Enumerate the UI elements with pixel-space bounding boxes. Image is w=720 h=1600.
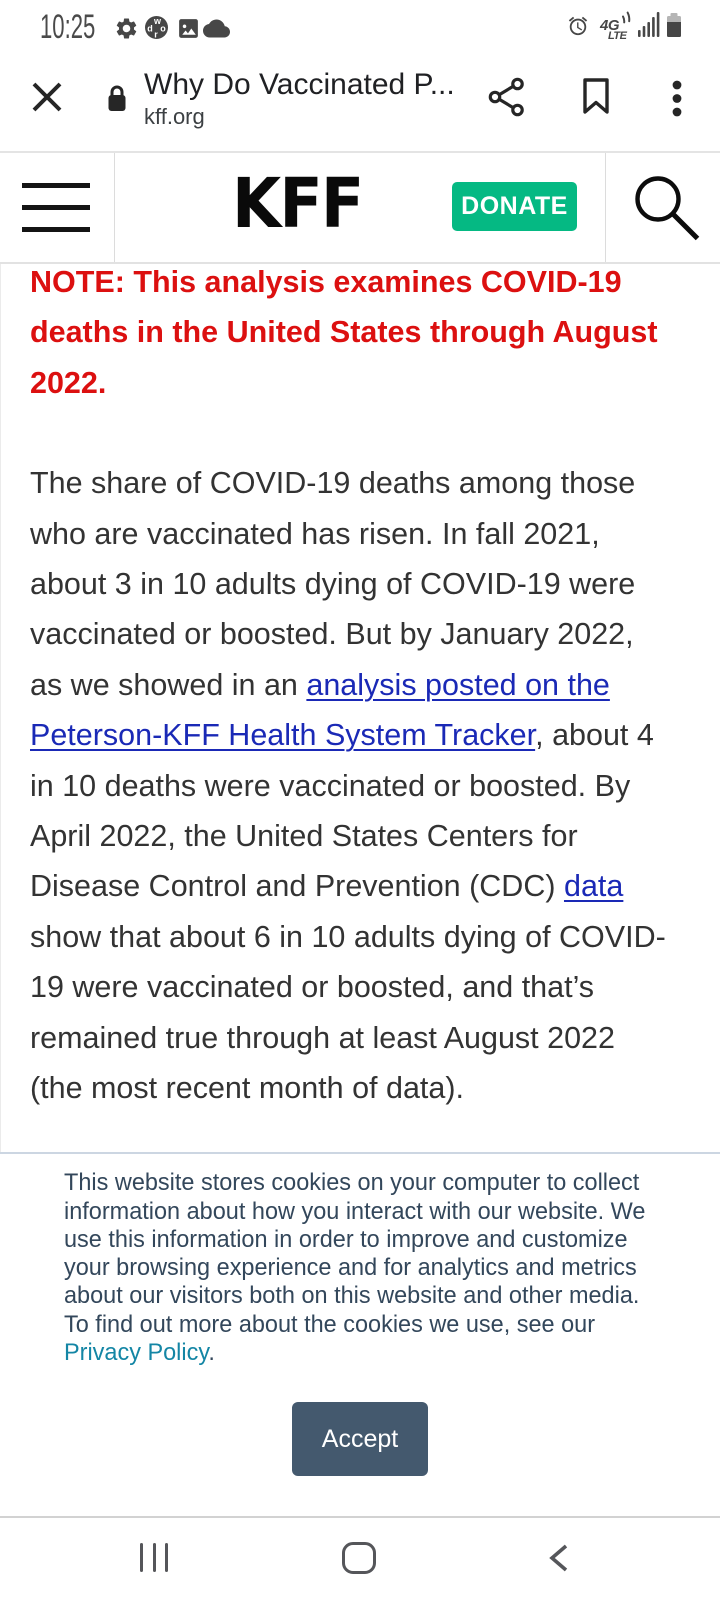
recent-apps-icon[interactable] [140,1543,170,1572]
svg-text:r: r [154,30,158,40]
inline-link[interactable]: analysis posted on the Peterson-KFF Heal… [30,667,610,753]
word-game-notification-icon: w o r d [144,15,169,40]
paragraph-text: The share of COVID-19 deaths among those… [30,466,636,702]
battery-icon [666,13,682,38]
paragraph-text: , about 4 in 10 deaths were vaccinated o… [30,718,654,904]
svg-text:d: d [147,24,153,34]
donate-button[interactable]: DONATE [452,182,577,231]
article-note: NOTE: This analysis examines COVID-19 de… [30,265,658,400]
header-divider-left [114,153,115,262]
privacy-policy-link[interactable]: Privacy Policy [64,1339,209,1367]
site-header: KFF DONATE [0,151,720,264]
svg-text:w: w [153,16,162,26]
bookmark-icon[interactable] [582,78,610,115]
signal-strength-icon [638,12,660,38]
search-icon[interactable] [634,176,702,244]
cookie-message-text: This website stores cookies on your comp… [64,1169,646,1338]
cookie-message: This website stores cookies on your comp… [64,1141,651,1367]
image-notification-icon [176,16,201,41]
svg-text:o: o [160,24,166,34]
header-divider-right [605,153,606,262]
network-4g-lte-icon: 4G LTE [600,11,634,42]
gear-notification-icon [114,16,139,41]
article-paragraph: The share of COVID-19 deaths among those… [30,458,691,1113]
hamburger-menu-icon[interactable] [22,183,90,232]
kff-logo[interactable]: KFF [232,164,364,244]
share-icon[interactable] [488,77,526,119]
back-icon[interactable] [546,1543,572,1573]
inline-link[interactable]: data [563,869,624,904]
android-nav-bar [0,1516,720,1600]
page-title-block: Why Do Vaccinated P... kff.org [144,66,474,130]
clock-time: 10:25 [40,8,96,46]
lock-icon[interactable] [105,83,129,112]
cookie-consent-banner: This website stores cookies on your comp… [0,1152,720,1516]
article-content: NOTE: This analysis examines COVID-19 de… [0,264,720,1152]
cookie-message-period: . [208,1339,215,1367]
close-tab-icon[interactable] [32,82,62,112]
accept-cookies-button[interactable]: Accept [292,1402,428,1476]
cloud-notification-icon [203,15,230,42]
browser-toolbar: Why Do Vaccinated P... kff.org [0,55,720,151]
home-icon[interactable] [342,1542,376,1574]
page-title: Why Do Vaccinated P... [144,68,455,101]
paragraph-text: show that about 6 in 10 adults dying of … [30,919,666,1106]
status-bar: 10:25 w o r d 4G LTE [0,0,720,55]
alarm-status-icon [567,15,589,37]
page-domain: kff.org [144,104,205,129]
overflow-menu-icon[interactable] [668,79,686,119]
